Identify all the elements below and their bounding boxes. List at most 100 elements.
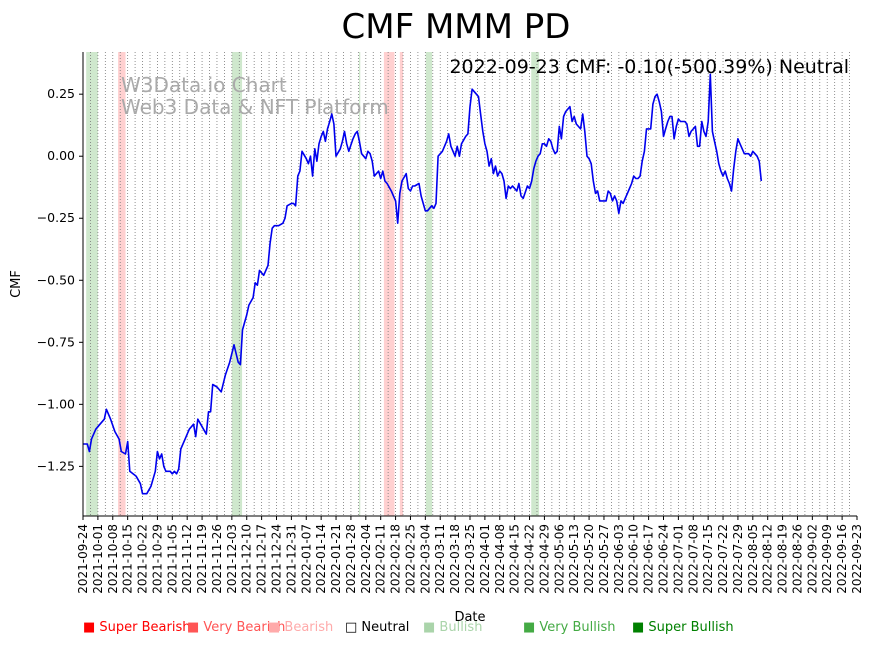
legend-marker-icon: □ (345, 620, 362, 635)
shaded-region-bearish (383, 52, 395, 516)
x-tick-label: 2022-08-12 (761, 524, 775, 594)
x-tick-label: 2021-10-08 (106, 524, 120, 594)
legend-label: Very Bearish (203, 620, 286, 635)
shaded-region-bearish (399, 52, 404, 516)
x-tick-label: 2022-01-14 (314, 524, 328, 594)
x-tick-label: 2022-07-08 (686, 524, 700, 594)
legend-marker-icon: ■ (268, 620, 285, 635)
x-tick-label: 2022-08-19 (776, 524, 790, 594)
legend-item-very-bearish: ■ Very Bearish (187, 620, 285, 635)
x-tick-label: 2022-05-20 (582, 524, 596, 594)
x-tick-label: 2022-04-15 (508, 524, 522, 594)
x-tick-label: 2022-07-22 (716, 524, 730, 594)
legend-marker-icon: ■ (523, 620, 540, 635)
x-tick-label: 2022-01-07 (299, 524, 313, 594)
legend-label: Very Bullish (539, 620, 616, 635)
legend-label: Neutral (361, 620, 410, 635)
y-tick-label: 0.00 (47, 148, 75, 163)
shaded-region-bearish (118, 52, 126, 516)
x-tick-label: 2022-04-22 (523, 524, 537, 594)
watermark-line-2: Web3 Data & NFT Platform (121, 95, 389, 119)
x-tick-label: 2022-09-09 (820, 524, 834, 594)
x-tick-label: 2021-10-29 (150, 524, 164, 594)
legend-label: Super Bullish (648, 620, 734, 635)
x-tick-label: 2022-07-01 (671, 524, 685, 594)
y-tick-label: −0.50 (37, 272, 75, 287)
shaded-regions (86, 52, 540, 516)
x-tick-label: 2022-05-13 (567, 524, 581, 594)
y-axis-ticks: 0.25 0.00 −0.25 −0.50 −0.75 −1.00 −1.25 (37, 86, 83, 473)
x-tick-label: 2022-06-10 (627, 524, 641, 594)
y-axis-label: CMF (9, 270, 24, 298)
legend-item-bullish: ■ Bullish (423, 620, 482, 635)
shaded-region-bullish (425, 52, 433, 516)
x-tick-label: 2022-04-08 (493, 524, 507, 594)
x-tick-label: 2021-10-22 (136, 524, 150, 594)
x-tick-label: 2022-09-16 (835, 524, 849, 594)
x-tick-label: 2022-09-23 (850, 524, 864, 594)
x-tick-label: 2022-04-29 (537, 524, 551, 594)
x-tick-label: 2022-03-11 (433, 524, 447, 594)
x-axis-ticks: 2021-09-24 2021-10-01 2021-10-08 2021-10-15… (76, 516, 864, 594)
x-tick-label: 2022-03-25 (463, 524, 477, 594)
latest-value-annotation: 2022-09-23 CMF: -0.10(-500.39%) Neutral (449, 56, 849, 78)
x-tick-label: 2021-12-10 (240, 524, 254, 594)
x-tick-label: 2022-02-25 (403, 524, 417, 594)
legend-item-super-bearish: ■ Super Bearish (83, 620, 191, 635)
cmf-series-line (83, 73, 763, 495)
x-tick-label: 2021-11-19 (195, 524, 209, 594)
legend-marker-icon: ■ (83, 620, 100, 635)
legend-label: Bullish (439, 620, 483, 635)
x-tick-label: 2022-03-04 (418, 524, 432, 594)
x-tick-label: 2022-07-15 (701, 524, 715, 594)
x-tick-label: 2021-12-24 (270, 524, 284, 594)
y-tick-label: −1.25 (37, 458, 75, 473)
x-tick-label: 2022-02-11 (374, 524, 388, 594)
x-tick-label: 2022-02-04 (359, 524, 373, 594)
legend-label: Bearish (284, 620, 334, 635)
x-tick-label: 2021-11-26 (210, 524, 224, 594)
shaded-region-bullish (531, 52, 540, 516)
x-tick-label: 2022-01-28 (344, 524, 358, 594)
x-tick-label: 2021-10-01 (91, 524, 105, 594)
y-tick-label: −1.00 (37, 396, 75, 411)
x-tick-label: 2022-08-26 (790, 524, 804, 594)
x-tick-label: 2021-12-03 (225, 524, 239, 594)
x-tick-label: 2021-09-24 (76, 524, 90, 594)
x-tick-label: 2021-11-12 (180, 524, 194, 594)
x-tick-label: 2022-01-21 (329, 524, 343, 594)
chart-title: CMF MMM PD (342, 7, 571, 47)
x-tick-label: 2022-07-29 (731, 524, 745, 594)
x-tick-label: 2021-12-17 (255, 524, 269, 594)
x-tick-label: 2022-05-06 (552, 524, 566, 594)
legend-item-very-bullish: ■ Very Bullish (523, 620, 615, 635)
x-tick-label: 2021-11-05 (165, 524, 179, 594)
shaded-region-bullish (86, 52, 98, 516)
legend-item-super-bullish: ■ Super Bullish (632, 620, 734, 635)
x-tick-label: 2022-04-01 (478, 524, 492, 594)
vertical-gridlines (90, 52, 850, 516)
legend-marker-icon: ■ (423, 620, 440, 635)
x-tick-label: 2022-09-02 (805, 524, 819, 594)
x-tick-label: 2022-03-18 (448, 524, 462, 594)
x-axis-label: Date (454, 610, 485, 625)
x-tick-label: 2022-08-05 (746, 524, 760, 594)
y-tick-label: 0.25 (47, 86, 75, 101)
legend-marker-icon: ■ (187, 620, 204, 635)
x-tick-label: 2021-12-31 (284, 524, 298, 594)
x-tick-label: 2022-05-27 (597, 524, 611, 594)
legend-item-neutral: □ Neutral (345, 620, 409, 635)
legend-marker-icon: ■ (632, 620, 649, 635)
x-tick-label: 2022-02-18 (389, 524, 403, 594)
y-tick-label: −0.25 (37, 210, 75, 225)
x-tick-label: 2021-10-15 (121, 524, 135, 594)
shaded-region-bullish (231, 52, 243, 516)
shaded-region-bullish (359, 52, 361, 516)
x-tick-label: 2022-06-17 (642, 524, 656, 594)
watermark-line-1: W3Data.io Chart (121, 73, 287, 97)
y-tick-label: −0.75 (37, 334, 75, 349)
legend-label: Super Bearish (99, 620, 191, 635)
x-tick-label: 2022-06-03 (612, 524, 626, 594)
x-tick-label: 2022-06-24 (657, 524, 671, 594)
